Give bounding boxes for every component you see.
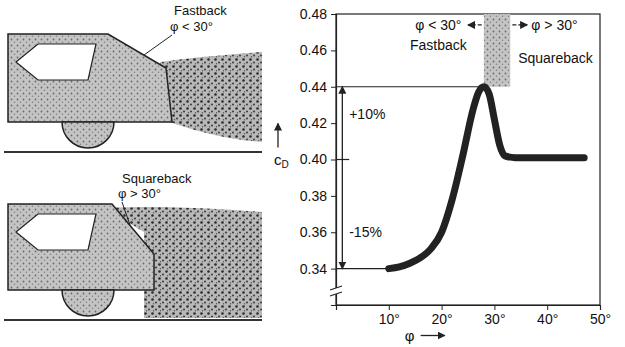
y-tick: 0.44 xyxy=(300,79,336,95)
x-axis-title: φ xyxy=(405,327,415,344)
annotation: Fastback xyxy=(410,37,468,53)
car-body xyxy=(8,34,172,122)
window xyxy=(16,44,96,80)
y-axis-line xyxy=(331,15,337,306)
window xyxy=(16,214,96,250)
x-tick-label: 10° xyxy=(379,311,400,327)
leader-line xyxy=(144,35,172,55)
angle-label: φ > 30° xyxy=(118,186,161,201)
x-axis: 10° 20° 30° 40° 50° xyxy=(337,305,612,327)
annotation: φ > 30° xyxy=(531,17,577,33)
annotation-arrow xyxy=(342,160,343,269)
reference-line xyxy=(336,268,389,269)
annotation: Squareback xyxy=(518,50,594,66)
x-tick-label: 30° xyxy=(484,311,505,327)
road xyxy=(4,151,262,153)
x-axis-title-arrow xyxy=(421,335,445,336)
y-tick-label: 0.40 xyxy=(300,151,327,167)
y-axis-title-subscript: D xyxy=(282,159,289,170)
y-tick-mark xyxy=(331,160,336,161)
annotation: φ < 30° xyxy=(415,17,461,33)
car-illustration: Squarebackφ > 30° xyxy=(4,171,262,320)
car-body xyxy=(8,204,154,290)
illustrations: Fastbackφ < 30° Squarebackφ > 30° xyxy=(4,3,262,320)
annotation-arrow xyxy=(468,24,482,25)
y-tick-mark xyxy=(331,87,336,88)
y-tick: 0.38 xyxy=(300,188,336,204)
y-tick-mark xyxy=(331,123,336,124)
y-tick-mark xyxy=(331,14,336,15)
car-label: Squareback xyxy=(122,171,192,186)
annotation-arrow xyxy=(512,24,527,25)
leader-line xyxy=(122,202,130,225)
x-tick-mark xyxy=(494,305,495,310)
y-tick: 0.36 xyxy=(300,224,336,240)
road xyxy=(4,319,262,321)
car-illustration: Fastbackφ < 30° xyxy=(4,3,262,152)
x-tick-mark xyxy=(547,305,548,310)
y-tick-mark xyxy=(331,269,336,270)
x-tick-label: 50° xyxy=(590,311,611,327)
annotation: -15% xyxy=(349,224,382,240)
y-tick-label: 0.42 xyxy=(300,115,327,131)
y-tick: 0.48 xyxy=(300,6,336,22)
chart: 10°20°30°40°50°0.340.360.380.400.420.440… xyxy=(274,6,611,344)
x-tick: 30° xyxy=(484,305,505,327)
wheel xyxy=(62,290,114,316)
y-tick-mark xyxy=(331,232,336,233)
y-tick-label: 0.48 xyxy=(300,6,327,22)
drag-coefficient-curve xyxy=(389,87,584,269)
x-tick-mark xyxy=(600,305,601,310)
angle-label: φ < 30° xyxy=(170,19,213,34)
y-tick-label: 0.46 xyxy=(300,42,327,58)
y-axis: 0.34 0.36 0.38 0.40 0.42 0.44 0.46 0.48 xyxy=(300,6,337,306)
wheel xyxy=(62,122,114,148)
y-tick: 0.34 xyxy=(300,261,336,277)
y-tick: 0.42 xyxy=(300,115,336,131)
y-tick-label: 0.34 xyxy=(300,261,327,277)
reference-line xyxy=(336,86,484,87)
plot-frame xyxy=(336,14,600,305)
x-tick: 10° xyxy=(379,305,400,327)
figure: Fastbackφ < 30°Squarebackφ > 30°10°20°30… xyxy=(0,0,625,347)
x-tick: 20° xyxy=(432,305,453,327)
y-tick-mark xyxy=(331,50,336,51)
y-tick-mark xyxy=(331,196,336,197)
x-tick-label: 40° xyxy=(537,311,558,327)
x-axis-line xyxy=(337,306,601,311)
y-tick-label: 0.38 xyxy=(300,188,327,204)
y-axis-title-arrow xyxy=(277,124,278,148)
annotation-arrow xyxy=(342,87,343,160)
x-tick-label: 20° xyxy=(432,311,453,327)
axis-break xyxy=(330,286,342,296)
car-label: Fastback xyxy=(174,3,227,18)
transition-band xyxy=(484,14,510,87)
y-tick-label: 0.44 xyxy=(300,79,327,95)
annotation: +10% xyxy=(349,106,385,122)
y-tick: 0.40 xyxy=(300,151,336,167)
x-tick: 40° xyxy=(537,305,558,327)
y-axis-title: cD xyxy=(274,151,289,170)
y-tick-label: 0.36 xyxy=(300,224,327,240)
x-tick-mark xyxy=(389,305,390,310)
wake xyxy=(160,52,262,142)
y-tick: 0.46 xyxy=(300,42,336,58)
x-tick-mark xyxy=(442,305,443,310)
x-tick: 50° xyxy=(590,305,611,327)
